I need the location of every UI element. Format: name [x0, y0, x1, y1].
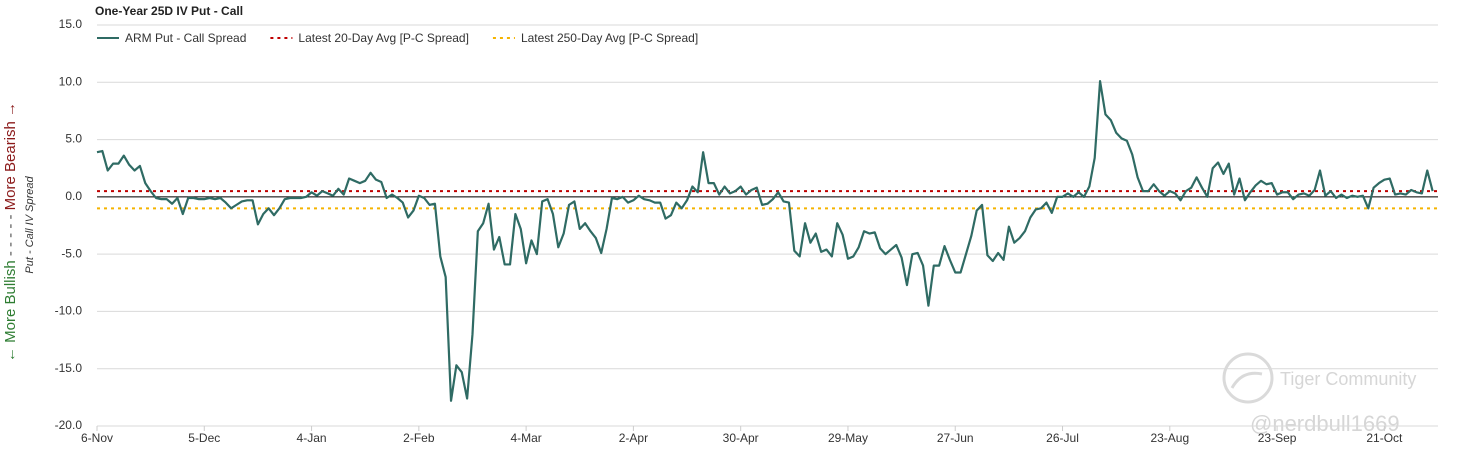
y-tick-label: -20.0 — [55, 418, 83, 432]
separator-label: - - - - - — [2, 215, 19, 257]
x-tick-label: 4-Mar — [510, 431, 541, 445]
y-tick-label: 5.0 — [65, 132, 82, 146]
watermark: @nerdbull1669 — [1250, 411, 1400, 436]
sentiment-label: ← More Bullish - - - - - More Bearish → — [2, 102, 19, 362]
x-tick-label: 23-Aug — [1150, 431, 1189, 445]
y-tick-label: -10.0 — [55, 304, 83, 318]
x-tick-label: 26-Jul — [1046, 431, 1079, 445]
x-tick-label: 6-Nov — [81, 431, 113, 445]
y-tick-label: 10.0 — [59, 74, 83, 88]
x-tick-label: 2-Feb — [403, 431, 435, 445]
chart-title: One-Year 25D IV Put - Call — [95, 4, 243, 18]
legend-label: Latest 250-Day Avg [P-C Spread] — [521, 31, 698, 45]
bullish-label: ← More Bullish — [2, 260, 19, 362]
x-tick-label: 2-Apr — [619, 431, 648, 445]
x-tick-label: 21-Oct — [1366, 431, 1403, 445]
bearish-label: More Bearish → — [2, 102, 19, 210]
x-tick-label: 5-Dec — [188, 431, 220, 445]
series-line — [96, 80, 1434, 402]
watermark: Tiger Community — [1280, 369, 1416, 389]
y-tick-label: 15.0 — [59, 17, 83, 31]
legend-label: Latest 20-Day Avg [P-C Spread] — [298, 31, 469, 45]
x-tick-label: 23-Sep — [1258, 431, 1297, 445]
watermark-logo — [1222, 352, 1274, 404]
legend-label: ARM Put - Call Spread — [125, 31, 246, 45]
x-tick-label: 30-Apr — [723, 431, 759, 445]
x-tick-label: 27-Jun — [937, 431, 974, 445]
y-tick-label: -5.0 — [61, 246, 82, 260]
y-tick-label: -15.0 — [55, 361, 83, 375]
x-tick-label: 4-Jan — [297, 431, 327, 445]
x-tick-label: 29-May — [828, 431, 868, 445]
y-axis-label: Put - Call IV Spread — [24, 176, 36, 274]
y-tick-label: 0.0 — [65, 189, 82, 203]
